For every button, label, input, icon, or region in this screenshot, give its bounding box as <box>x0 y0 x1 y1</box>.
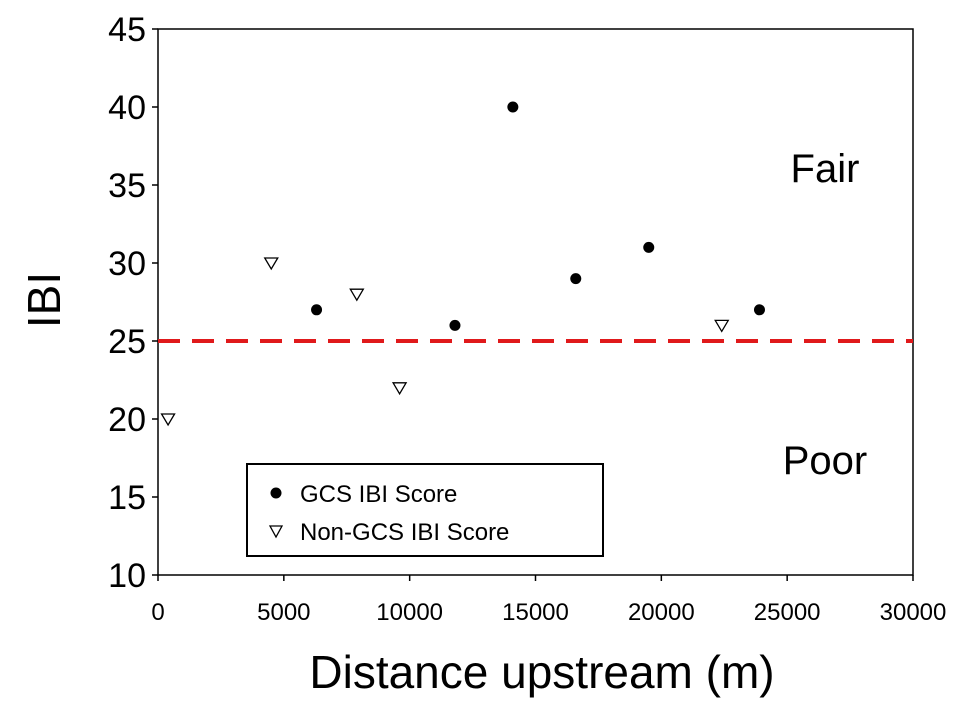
y-axis: 10 15 20 25 30 35 40 45 <box>108 11 158 595</box>
data-points <box>160 101 765 427</box>
point-non-gcs <box>349 288 365 302</box>
x-tick-label: 10000 <box>376 599 443 626</box>
x-tick-label: 30000 <box>880 599 947 626</box>
x-tick-label: 0 <box>151 599 164 626</box>
x-tick-label: 5000 <box>257 599 310 626</box>
legend-box <box>246 463 604 557</box>
point-gcs <box>449 319 461 331</box>
y-tick-label: 40 <box>108 89 146 127</box>
point-non-gcs <box>263 257 279 271</box>
point-gcs <box>507 101 519 113</box>
legend-marker-gcs <box>270 487 282 499</box>
point-non-gcs <box>160 413 176 427</box>
y-tick-label: 30 <box>108 245 146 283</box>
point-non-gcs <box>714 319 730 333</box>
point-gcs <box>753 304 765 316</box>
annotation-poor: Poor <box>783 439 868 483</box>
y-axis-title: IBI <box>18 272 70 328</box>
annotation-fair: Fair <box>791 147 860 191</box>
legend-marker-non-gcs <box>268 525 284 539</box>
y-tick-label: 15 <box>108 479 146 517</box>
legend-label-non-gcs: Non-GCS IBI Score <box>300 519 509 546</box>
y-tick-label: 25 <box>108 323 146 361</box>
legend-label-gcs: GCS IBI Score <box>300 481 457 508</box>
y-tick-label: 35 <box>108 167 146 205</box>
y-tick-label: 10 <box>108 557 146 595</box>
legend: GCS IBI Score Non-GCS IBI Score <box>246 463 604 557</box>
point-non-gcs <box>391 382 408 396</box>
x-tick-label: 25000 <box>754 599 821 626</box>
x-tick-label: 20000 <box>628 599 695 626</box>
x-axis-title: Distance upstream (m) <box>309 646 774 698</box>
x-axis: 0 5000 10000 15000 20000 25000 30000 <box>151 575 946 626</box>
point-gcs <box>570 273 582 285</box>
x-tick-label: 15000 <box>502 599 569 626</box>
point-gcs <box>643 241 655 253</box>
y-tick-label: 20 <box>108 401 146 439</box>
y-tick-label: 45 <box>108 11 146 49</box>
point-gcs <box>311 304 323 316</box>
